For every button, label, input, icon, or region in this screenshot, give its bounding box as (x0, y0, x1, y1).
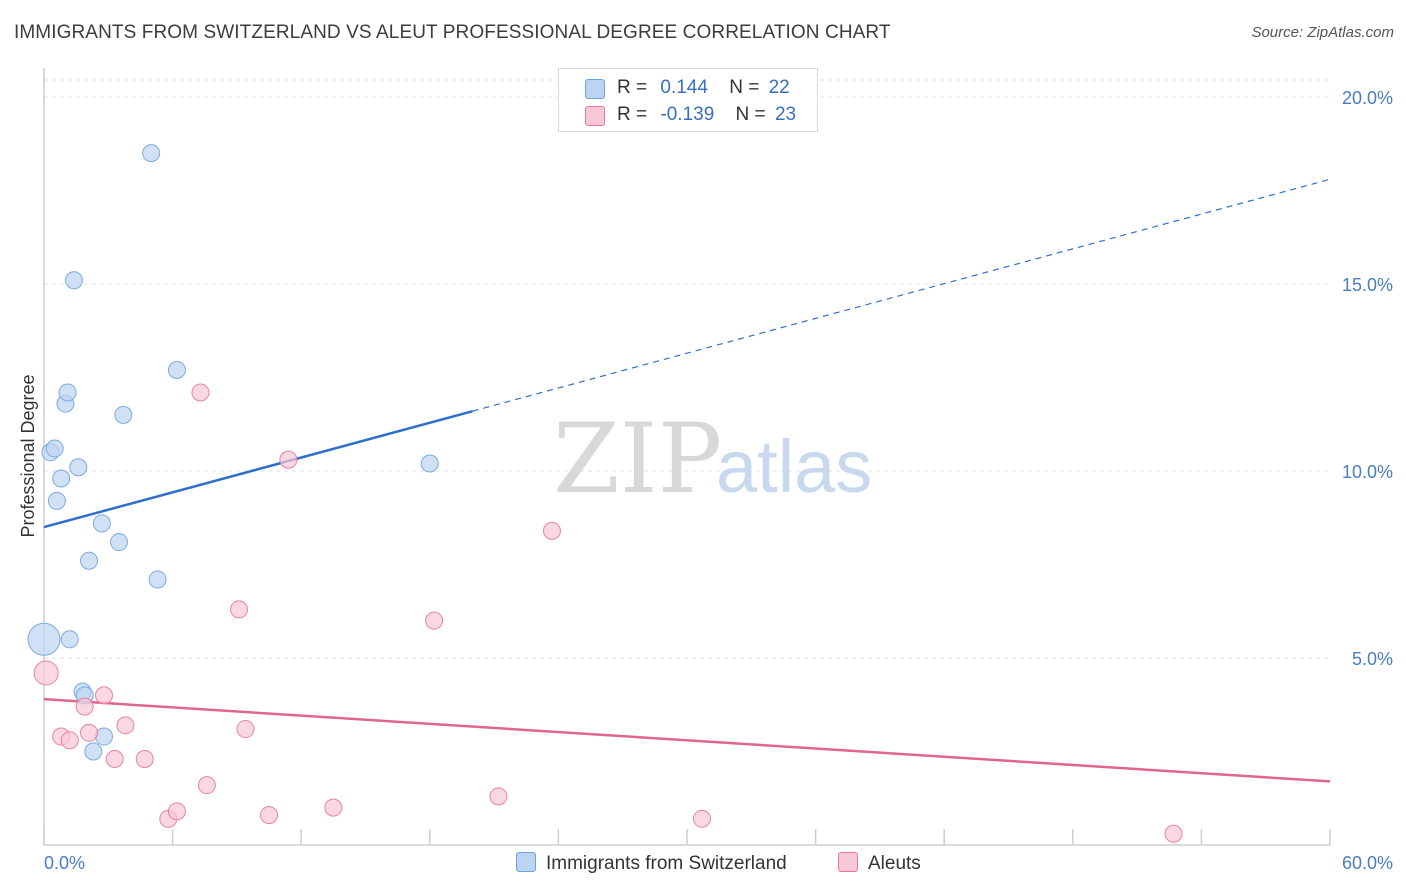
legend-row-text: R = -0.139 N = 23 (617, 104, 796, 126)
x-tick-label: 60.0% (1342, 853, 1393, 873)
point-aleuts (75, 697, 94, 716)
point-aleuts (425, 611, 444, 630)
n-label: N = (735, 104, 766, 125)
legend-row-text: R = 0.144 N = 22 (617, 77, 790, 99)
bottom-legend-label-aleuts: Aleuts (868, 853, 921, 874)
y-tick-label: 20.0% (1342, 88, 1393, 108)
point-switzerland (65, 271, 84, 290)
point-aleuts (693, 809, 712, 828)
bottom-legend-label-switzerland: Immigrants from Switzerland (546, 853, 787, 874)
point-aleuts (167, 802, 186, 821)
point-switzerland (47, 491, 66, 510)
r-label: R = (617, 77, 648, 98)
watermark: ZIP atlas (553, 403, 872, 515)
trend-line-extension-switzerland (472, 178, 1331, 412)
trend-line-aleuts (43, 697, 1331, 783)
bottom-legend-swatch-blue (516, 852, 536, 872)
point-switzerland (52, 469, 71, 488)
x-tick-label: 0.0% (44, 853, 85, 873)
trend-line-switzerland (43, 409, 473, 529)
correlation-legend: R = 0.144 N = 22 R = -0.139 N = 23 (558, 68, 818, 132)
point-aleuts (33, 660, 59, 686)
y-axis-label: Professional Degree (18, 374, 38, 537)
point-switzerland (84, 742, 103, 761)
n-value: 23 (774, 104, 797, 125)
y-tick-label: 15.0% (1342, 275, 1393, 295)
r-label: R = (617, 104, 648, 125)
chart-title: IMMIGRANTS FROM SWITZERLAND VS ALEUT PRO… (14, 22, 891, 43)
r-value: -0.139 (660, 104, 715, 125)
grid-lines (44, 79, 1330, 659)
legend-swatch-pink (585, 106, 605, 126)
source-label: Source: ZipAtlas.com (1251, 24, 1394, 41)
point-switzerland (95, 727, 114, 746)
point-aleuts (191, 383, 210, 402)
y-tick-label: 10.0% (1342, 462, 1393, 482)
point-aleuts (60, 731, 79, 750)
point-switzerland (27, 622, 61, 656)
r-value: 0.144 (660, 77, 708, 98)
bottom-legend-aleuts: Aleuts (838, 852, 921, 875)
n-value: 22 (768, 77, 790, 98)
bottom-legend-swatch-pink (838, 852, 858, 872)
point-aleuts (116, 716, 135, 735)
point-switzerland (142, 144, 161, 163)
point-aleuts (279, 450, 298, 469)
point-switzerland (92, 514, 111, 533)
legend-swatch-blue (585, 79, 605, 99)
point-aleuts (95, 686, 114, 705)
n-label: N = (729, 77, 760, 98)
point-aleuts (197, 776, 216, 795)
point-switzerland (58, 383, 77, 402)
point-switzerland (110, 533, 129, 552)
trend-lines (43, 178, 1331, 783)
point-switzerland (167, 361, 186, 380)
tick-labels: 5.0% 10.0% 15.0% 20.0% 0.0% 60.0% (44, 88, 1393, 873)
watermark-atlas: atlas (716, 425, 872, 508)
bottom-legend-switzerland: Immigrants from Switzerland (516, 852, 787, 875)
watermark-zip: ZIP (553, 403, 722, 515)
point-aleuts (324, 798, 343, 817)
point-aleuts (80, 723, 99, 742)
point-aleuts (105, 749, 124, 768)
point-switzerland (60, 630, 79, 649)
point-aleuts (135, 749, 154, 768)
y-tick-label: 5.0% (1352, 649, 1393, 669)
point-switzerland (80, 551, 99, 570)
point-switzerland (45, 439, 64, 458)
point-aleuts (236, 720, 255, 739)
point-switzerland (114, 405, 133, 424)
point-switzerland (148, 570, 167, 589)
point-aleuts (1164, 824, 1183, 843)
data-points (27, 144, 1183, 843)
point-aleuts (542, 521, 561, 540)
point-switzerland (69, 458, 88, 477)
point-switzerland (420, 454, 439, 473)
point-aleuts (260, 806, 279, 825)
point-aleuts (489, 787, 508, 806)
point-aleuts (230, 600, 249, 619)
